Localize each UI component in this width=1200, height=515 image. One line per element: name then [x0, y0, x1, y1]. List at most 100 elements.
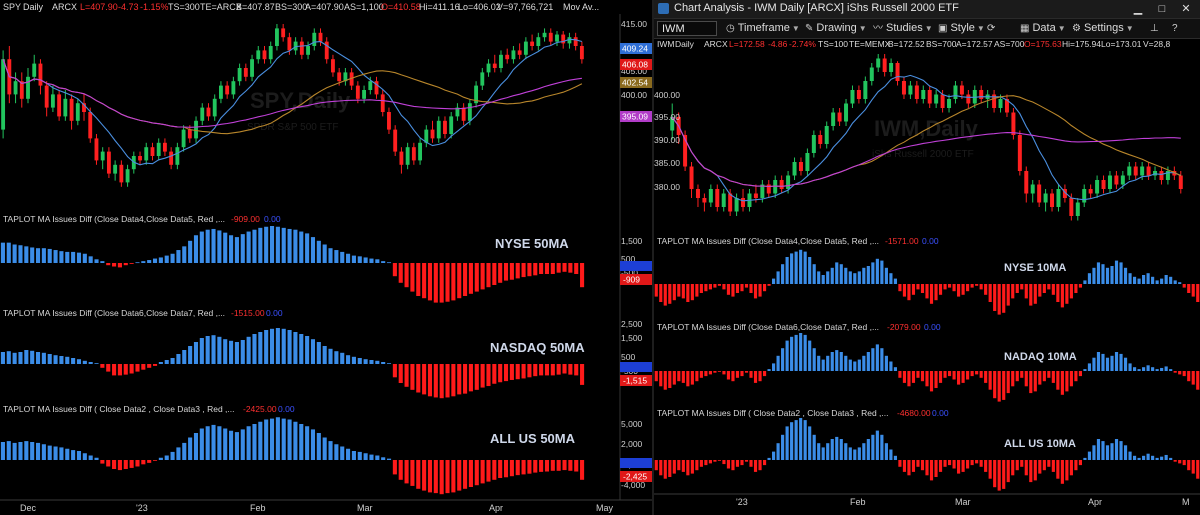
iwm-nasdaq-bar-negative [975, 371, 979, 375]
spy-symbol: SPY [3, 2, 21, 12]
spy-nyse-bar-positive [65, 251, 70, 263]
studies-menu-button[interactable]: 〰 Studies ▼ [873, 21, 933, 36]
iwm-allus-bar-negative [762, 460, 767, 466]
iwm-chart-window[interactable]: Chart Analysis - IWM Daily [ARCX] iShs R… [654, 0, 1200, 515]
iwm-nasdaq-bar-negative [947, 371, 952, 377]
iwm-nasdaq-bar-negative [1024, 371, 1028, 387]
iwm-allus-bar-negative [1074, 460, 1078, 471]
iwm-candle-body [1127, 166, 1132, 176]
spy-nyse-bar-positive [193, 235, 199, 263]
settings-menu-button[interactable]: ⚙ Settings ▼ [1072, 21, 1134, 36]
close-window-button[interactable]: ✕ [1181, 3, 1191, 15]
window-title-bar[interactable]: Chart Analysis - IWM Daily [ARCX] iShs R… [654, 0, 1200, 19]
iwm-candle-body [908, 85, 913, 95]
spy-ask-size: AS=1,100 [344, 2, 384, 12]
spy-allus-bar-negative [580, 460, 585, 480]
spy-nasdaq-bar-positive [375, 360, 380, 364]
chevron-down-icon: ▼ [858, 24, 867, 33]
iwm-nasdaq-bar-positive [790, 336, 794, 371]
iwm-candle-body [895, 63, 900, 81]
iwm-allus-bar-negative [975, 460, 979, 464]
iwm-allus-bar-negative [1187, 460, 1191, 471]
spy-price-flag-label: 402.54 [622, 78, 648, 88]
iwm-allus-bar-negative [898, 460, 902, 467]
spy-nasdaq-bar-negative [503, 364, 509, 382]
iwm-nyse-bar-negative [1074, 284, 1078, 293]
iwm-nyse-bar-negative [1191, 284, 1195, 297]
iwm-allus-bar-positive [767, 457, 771, 460]
spy-nyse-bar-positive [18, 245, 23, 263]
spy-nyse-histogram[interactable]: 1,500 500 -500-909 [0, 226, 652, 303]
iwm-allus-bar-negative [920, 460, 925, 471]
timeframe-menu-button[interactable]: ◷ Timeframe ▼ [726, 21, 800, 36]
spy-nasdaq-bar-positive [369, 360, 374, 364]
spy-candle-body [169, 151, 174, 165]
help-button[interactable]: ? [1172, 21, 1181, 36]
iwm-allus-bar-negative [690, 460, 694, 474]
iwm-allus-bar-negative [1042, 460, 1046, 471]
iwm-nasdaq-bar-positive [1123, 357, 1128, 371]
window-divider[interactable] [652, 0, 654, 515]
spy-nasdaq-bar-negative [492, 364, 497, 384]
iwm-nasdaq-bar-negative [659, 371, 663, 387]
iwm-date-23: '23 [736, 497, 748, 507]
spy-nyse-bar-positive [223, 232, 228, 263]
spy-nasdaq-bar-negative [152, 364, 158, 366]
spy-candle-body [573, 37, 578, 46]
drawing-menu-button[interactable]: ✎ Drawing ▼ [805, 21, 867, 36]
spy-chart-window[interactable]: SPY Daily ARCX L=407.90 -4.73 -1.15% TS=… [0, 0, 652, 515]
refresh-button[interactable]: ⟳ [987, 21, 998, 36]
iwm-allus-bar-negative [961, 460, 965, 472]
spy-nyse-bar-negative [474, 263, 479, 292]
iwm-ts: TS=100 [818, 39, 848, 49]
data-menu-button[interactable]: ▦ Data ▼ [1020, 21, 1066, 36]
iwm-nyse-bar-negative [997, 284, 1001, 315]
spy-allus-tick-label: -4,000 [621, 480, 645, 490]
iwm-nyse-bar-positive [1155, 280, 1159, 284]
iwm-nyse-histogram[interactable] [654, 249, 1200, 315]
iwm-candle-body [786, 175, 791, 189]
iwm-allus-bar-positive [1142, 455, 1146, 460]
iwm-nasdaq-bar-negative [929, 371, 934, 392]
iwm-date-apr: Apr [1088, 497, 1102, 507]
spy-nyse-bar-positive [0, 242, 5, 263]
iwm-nasdaq-bar-positive [1087, 363, 1092, 371]
pin-button[interactable]: ⊥ [1150, 21, 1162, 36]
spy-candle-body [181, 129, 186, 148]
iwm-nyse-bar-negative [1015, 284, 1019, 293]
spy-nyse-bar-positive [275, 226, 280, 263]
iwm-date-feb: Feb [850, 497, 866, 507]
spy-nyse-tick-label: 1,500 [621, 236, 643, 246]
minimize-window-button[interactable]: ▁ [1133, 3, 1143, 15]
iwm-nasdaq-bar-positive [830, 352, 834, 371]
spy-price-plot[interactable] [1, 24, 584, 187]
iwm-nyse-bar-positive [812, 264, 816, 284]
spy-price-axis[interactable]: 415.00410.00405.00400.00395.00409.24406.… [619, 14, 652, 500]
iwm-allus-bar-positive [794, 420, 798, 460]
iwm-price-plot[interactable] [670, 54, 1183, 221]
style-menu-button[interactable]: ▣ Style ▼ [938, 21, 985, 36]
symbol-input[interactable]: IWM [657, 21, 717, 36]
spy-chart-canvas[interactable]: SPY Daily ARCX L=407.90 -4.73 -1.15% TS=… [0, 0, 652, 515]
iwm-allus-bar-negative [744, 460, 749, 462]
spy-candle-body [293, 41, 298, 51]
maximize-window-button[interactable]: □ [1158, 3, 1166, 15]
spy-nasdaq-bar-negative [123, 364, 128, 375]
iwm-price-axis[interactable]: 400.00 395.00 390.00 385.00 380.00 [654, 90, 680, 192]
spy-ask: A=407.90 [305, 2, 344, 12]
spy-nasdaq-bar-positive [12, 352, 17, 364]
iwm-candle-body [760, 184, 765, 198]
spy-candle-body [443, 120, 447, 134]
iwm-chart-canvas[interactable]: IWM Daily ARCX L=172.58 -4.86 -2.74% TS=… [654, 38, 1200, 515]
iwm-allus-histogram[interactable] [654, 418, 1200, 491]
spy-bid-size: BS=300 [275, 2, 307, 12]
spy-nasdaq-bar-negative [474, 364, 479, 390]
iwm-nasdaq-histogram[interactable] [654, 333, 1200, 402]
iwm-candle-body [824, 126, 829, 144]
iwm-candle-body [869, 67, 874, 81]
spy-allus-bar-positive [346, 448, 351, 460]
spy-nyse-bar-negative [463, 263, 468, 296]
spy-candle-body [256, 50, 261, 60]
